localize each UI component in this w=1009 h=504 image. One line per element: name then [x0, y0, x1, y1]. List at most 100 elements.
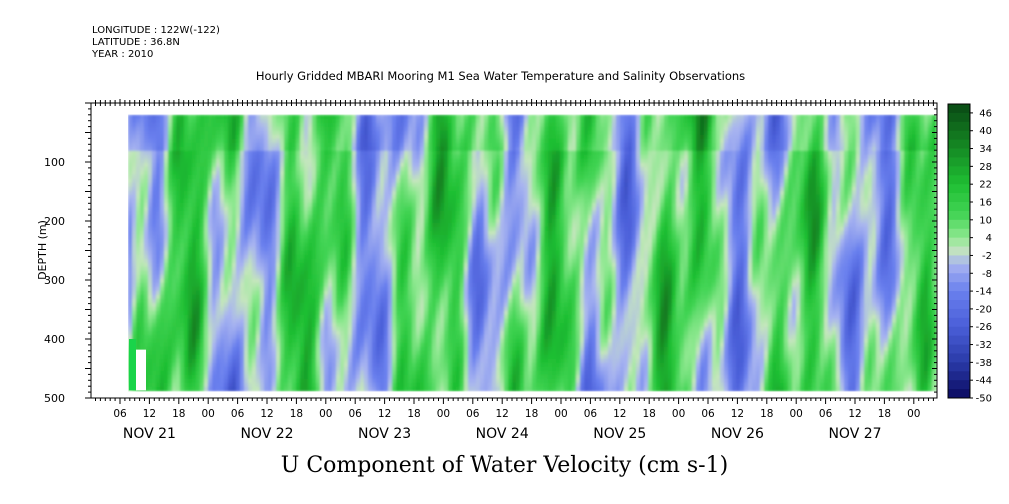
colorbar-segment	[948, 255, 970, 265]
colorbar-label: -26	[976, 322, 992, 333]
colorbar-segment	[948, 184, 970, 194]
x-tick-label: 00	[554, 408, 567, 420]
x-tick-label: 12	[731, 408, 744, 420]
colorbar-segment	[948, 166, 970, 176]
colorbar-label: 40	[979, 126, 992, 137]
colorbar-segment	[948, 193, 970, 203]
x-tick-label: 06	[819, 408, 833, 420]
x-day-label: NOV 26	[711, 426, 764, 442]
colorbar-label: 10	[979, 215, 992, 226]
colorbar: 46 40 34 28 22 16 10 4 -2 -8 -14 -20 -26 -32 -38 -44 -50	[947, 103, 992, 405]
x-tick-label: 12	[613, 408, 626, 420]
colorbar-segment	[948, 112, 970, 123]
x-tick-label: 06	[349, 408, 363, 420]
year-label: YEAR : 2010	[92, 49, 154, 60]
colorbar-label: 34	[979, 144, 992, 155]
x-tick-label: 00	[672, 408, 685, 420]
x-tick-label: 12	[143, 408, 156, 420]
x-tick-label: 18	[290, 408, 303, 420]
x-day-label: NOV 27	[828, 426, 881, 442]
data-gap	[136, 349, 146, 391]
x-tick-label: 18	[760, 408, 773, 420]
x-tick-label: 06	[231, 408, 245, 420]
x-tick-label: 18	[407, 408, 420, 420]
x-day-label: NOV 23	[358, 426, 411, 442]
latitude-label: LATITUDE : 36.8N	[92, 37, 180, 48]
x-day-label: NOV 24	[476, 426, 529, 442]
x-tick-label: 06	[701, 408, 715, 420]
colorbar-segment	[948, 300, 970, 310]
x-tick-label: 18	[525, 408, 538, 420]
colorbar-segment	[948, 175, 970, 185]
colorbar-segment	[948, 104, 970, 114]
y-tick-label: 300	[44, 274, 65, 287]
colorbar-segment	[948, 202, 970, 212]
colorbar-segment	[948, 362, 970, 372]
colorbar-label: -14	[976, 287, 992, 298]
colorbar-segment	[948, 157, 970, 167]
x-tick-label: 12	[848, 408, 861, 420]
y-tick-label: 500	[44, 392, 65, 405]
colorbar-label: -20	[976, 304, 992, 315]
colorbar-label: 28	[979, 162, 992, 173]
colorbar-segment	[948, 326, 970, 337]
y-tick-label: 200	[44, 215, 65, 228]
x-tick-label: 06	[113, 408, 127, 420]
colorbar-label: -8	[982, 269, 992, 280]
colorbar-segment	[948, 273, 970, 283]
x-tick-label: 18	[643, 408, 656, 420]
colorbar-segment	[948, 291, 970, 301]
x-tick-label: 18	[878, 408, 891, 420]
colorbar-segment	[948, 344, 970, 354]
x-day-label: NOV 22	[240, 426, 293, 442]
x-tick-label: 00	[437, 408, 450, 420]
chart-title-text: Hourly Gridded MBARI Mooring M1 Sea Wate…	[255, 69, 746, 83]
data-edge-band	[129, 339, 136, 391]
colorbar-label: -38	[976, 358, 992, 369]
chart-title: Hourly Gridded MBARI Mooring M1 Sea Wate…	[0, 69, 1009, 83]
colorbar-segment	[948, 335, 970, 345]
colorbar-segment	[948, 210, 970, 221]
colorbar-segment	[948, 246, 970, 256]
colorbar-segment	[948, 219, 970, 230]
colorbar-frame	[947, 103, 971, 399]
y-axis-label: DEPTH (m)	[36, 220, 49, 280]
colorbar-segment	[948, 121, 970, 132]
heatmap-field	[128, 114, 937, 392]
colorbar-segment	[948, 264, 970, 274]
x-tick-label: 00	[319, 408, 332, 420]
colorbar-segment	[948, 228, 970, 239]
colorbar-segment	[948, 130, 970, 141]
longitude-label: LONGITUDE : 122W(-122)	[92, 25, 220, 36]
x-tick-label: 12	[260, 408, 273, 420]
colorbar-segment	[948, 148, 970, 158]
y-tick-label: 100	[44, 156, 65, 169]
colorbar-label: -50	[976, 394, 992, 405]
x-tick-label: 00	[202, 408, 215, 420]
colorbar-label: 16	[979, 198, 992, 209]
colorbar-segment	[948, 317, 970, 328]
colorbar-label: -32	[976, 340, 992, 351]
colorbar-label: 4	[986, 233, 992, 244]
colorbar-segment	[948, 139, 970, 149]
variable-caption: U Component of Water Velocity (cm s-1)	[280, 453, 729, 478]
x-day-label: NOV 25	[593, 426, 646, 442]
colorbar-segment	[948, 237, 970, 247]
x-tick-label: 18	[172, 408, 185, 420]
x-tick-label: 00	[907, 408, 920, 420]
colorbar-label: 22	[979, 180, 992, 191]
colorbar-segment	[948, 308, 970, 319]
colorbar-label: -2	[982, 251, 992, 262]
x-tick-label: 12	[496, 408, 509, 420]
colorbar-segment	[948, 371, 970, 381]
colorbar-label: -44	[976, 376, 992, 387]
x-tick-label: 00	[790, 408, 803, 420]
colorbar-segment	[948, 380, 970, 390]
colorbar-segment	[948, 282, 970, 292]
colorbar-segment	[948, 389, 970, 399]
colorbar-segment	[948, 353, 970, 363]
colorbar-label: 46	[979, 108, 992, 119]
y-tick-label: 400	[44, 333, 65, 346]
x-tick-label: 12	[378, 408, 391, 420]
